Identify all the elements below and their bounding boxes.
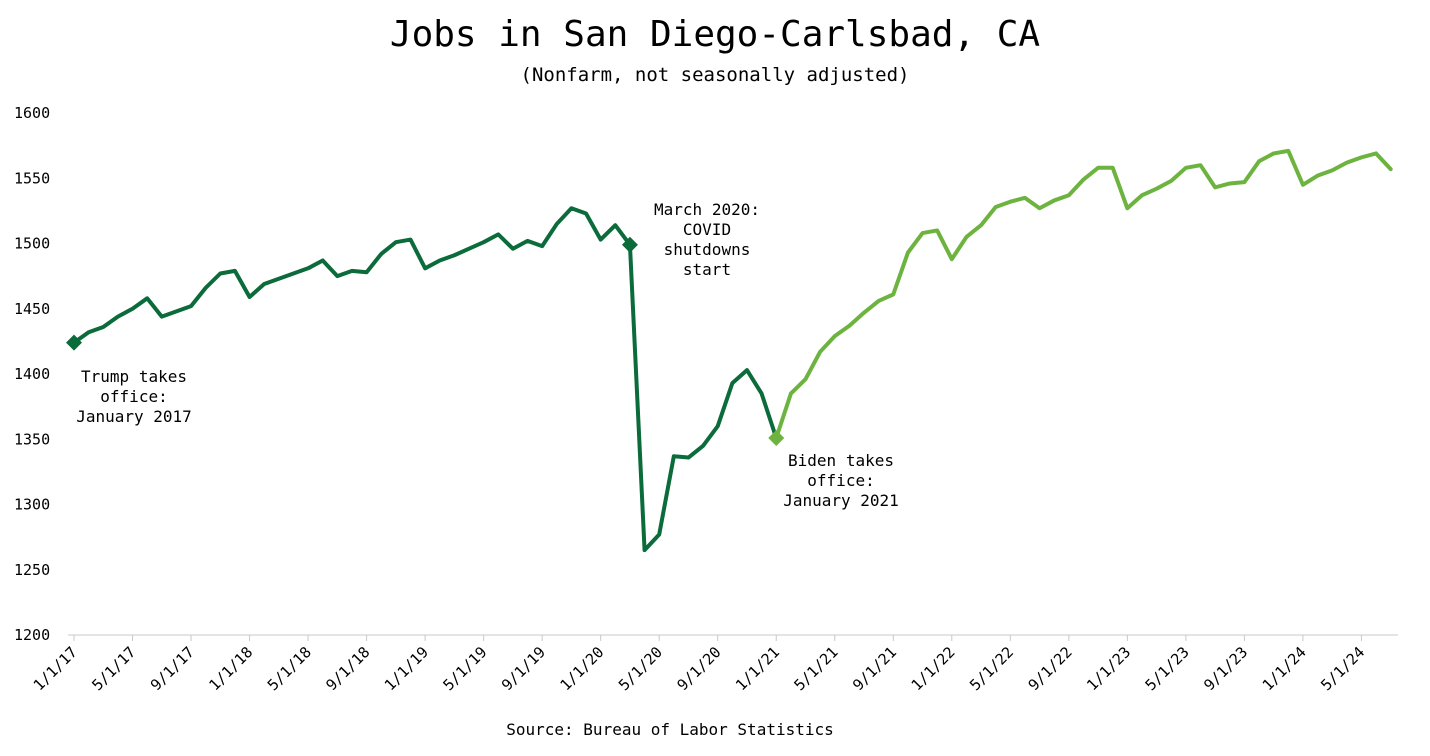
x-tick-label: 5/1/18 bbox=[264, 643, 315, 694]
x-tick-label: 1/1/23 bbox=[1083, 643, 1134, 694]
x-tick-label: 9/1/19 bbox=[498, 643, 549, 694]
event-marker-diamond bbox=[66, 334, 82, 351]
y-tick-label: 1450 bbox=[14, 300, 50, 318]
event-marker-diamond bbox=[768, 429, 785, 446]
x-tick-label: 1/1/24 bbox=[1259, 643, 1310, 694]
y-tick-label: 1500 bbox=[14, 235, 50, 253]
y-tick-label: 1300 bbox=[14, 496, 50, 514]
annotation-text: Biden takes bbox=[788, 451, 894, 470]
y-tick-label: 1200 bbox=[14, 626, 50, 644]
x-tick-label: 1/1/22 bbox=[908, 643, 959, 694]
x-tick-label: 1/1/21 bbox=[732, 643, 783, 694]
x-tick-label: 9/1/17 bbox=[147, 643, 198, 694]
series-line-2021-2024 bbox=[774, 148, 1393, 440]
annotation-text: office: bbox=[100, 387, 167, 406]
x-tick-label: 9/1/22 bbox=[1025, 643, 1076, 694]
annotation-text: start bbox=[683, 260, 731, 279]
x-tick-label: 9/1/18 bbox=[322, 643, 373, 694]
x-tick-label: 1/1/17 bbox=[30, 643, 81, 694]
x-tick-label: 9/1/20 bbox=[674, 643, 725, 694]
x-tick-label: 5/1/21 bbox=[791, 643, 842, 694]
x-tick-label: 1/1/18 bbox=[205, 643, 256, 694]
x-tick-label: 9/1/23 bbox=[1200, 643, 1251, 694]
annotation-text: COVID bbox=[683, 220, 731, 239]
y-tick-label: 1550 bbox=[14, 169, 50, 187]
event-marker-diamond bbox=[621, 236, 638, 253]
y-tick-label: 1400 bbox=[14, 365, 50, 383]
y-tick-label: 1250 bbox=[14, 561, 50, 579]
x-tick-label: 1/1/19 bbox=[381, 643, 432, 694]
series-line-2017-2021 bbox=[72, 206, 779, 553]
annotation-text: shutdowns bbox=[664, 240, 751, 259]
x-tick-label: 9/1/21 bbox=[849, 643, 900, 694]
annotation-text: January 2021 bbox=[783, 491, 899, 510]
chart-title: Jobs in San Diego-Carlsbad, CA bbox=[389, 14, 1041, 55]
annotation-text: office: bbox=[807, 471, 874, 490]
x-tick-label: 5/1/23 bbox=[1142, 643, 1193, 694]
y-tick-label: 1350 bbox=[14, 430, 50, 448]
y-tick-label: 1600 bbox=[14, 104, 50, 122]
x-tick-label: 5/1/17 bbox=[88, 643, 139, 694]
x-tick-label: 5/1/22 bbox=[966, 643, 1017, 694]
x-tick-label: 5/1/19 bbox=[439, 643, 490, 694]
annotation-text: Trump takes bbox=[81, 367, 187, 386]
x-tick-label: 5/1/20 bbox=[615, 643, 666, 694]
x-tick-label: 1/1/20 bbox=[556, 643, 607, 694]
source-note: Source: Bureau of Labor Statistics bbox=[506, 720, 834, 739]
annotation-text: January 2017 bbox=[76, 407, 192, 426]
x-tick-label: 5/1/24 bbox=[1317, 643, 1368, 694]
chart-subtitle: (Nonfarm, not seasonally adjusted) bbox=[520, 64, 910, 86]
annotation-text: March 2020: bbox=[654, 200, 760, 219]
